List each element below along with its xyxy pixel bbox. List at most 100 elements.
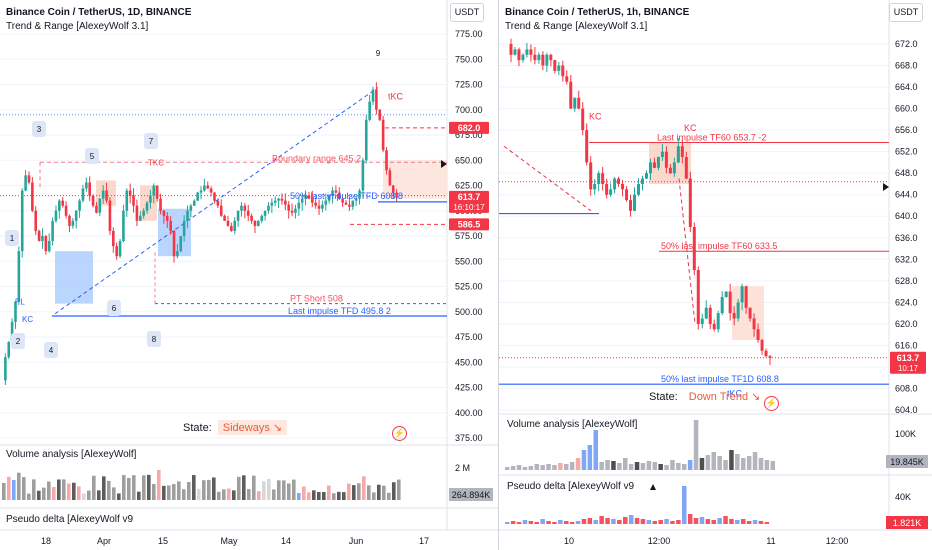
right-candle-body bbox=[513, 49, 517, 55]
right-flash-icon[interactable]: ⚡ bbox=[764, 396, 779, 411]
left-candle-body bbox=[311, 198, 314, 203]
left-volume-bar bbox=[332, 493, 336, 500]
right-delta-bar bbox=[581, 519, 587, 524]
left-candle-body bbox=[327, 195, 331, 201]
right-delta-bar bbox=[599, 516, 604, 524]
left-candle-body bbox=[31, 182, 34, 211]
left-candle-body bbox=[290, 210, 294, 213]
right-delta-bar bbox=[593, 520, 598, 524]
right-price-tick-label: 616.0 bbox=[895, 340, 918, 350]
left-candle-body bbox=[263, 210, 267, 216]
left-candle-body bbox=[250, 215, 253, 221]
right-symbol-title[interactable]: Binance Coin / TetherUS, 1h, BINANCE bbox=[505, 7, 690, 18]
right-candle-body bbox=[744, 286, 748, 308]
right-legend: Binance Coin / TetherUS, 1h, BINANCE Tre… bbox=[505, 6, 689, 34]
left-candle-body bbox=[300, 198, 304, 203]
left-volume-bar bbox=[52, 487, 56, 500]
left-pt-short-label: PT Short 508 bbox=[290, 294, 343, 304]
right-supply-zone bbox=[649, 142, 691, 184]
left-volume-bar bbox=[122, 475, 126, 500]
right-indicator-title[interactable]: Trend & Range [AlexeyWolf 3.1] bbox=[505, 21, 648, 32]
left-symbol-title[interactable]: Binance Coin / TetherUS, 1D, BINANCE bbox=[6, 7, 192, 18]
left-candle-body bbox=[85, 182, 88, 189]
left-volume-bar bbox=[352, 485, 356, 500]
right-delta-bar bbox=[670, 521, 675, 524]
left-volume-title[interactable]: Volume analysis [AlexeyWolf] bbox=[6, 449, 137, 460]
right-volume-bar bbox=[735, 454, 740, 470]
right-time-label: 11 bbox=[766, 536, 775, 546]
left-wave-badge bbox=[11, 333, 25, 349]
right-delta-bar bbox=[558, 520, 563, 524]
left-candle-body bbox=[321, 204, 324, 209]
left-candle-body bbox=[243, 205, 247, 211]
right-delta-title[interactable]: Pseudo delta [AlexeyWolf v9 bbox=[507, 481, 635, 492]
right-chart-canvas[interactable]: 672.0 668.0 664.0 660.0 656.0 652.0 648.0 644.0… bbox=[499, 0, 932, 550]
left-flash-icon[interactable]: ⚡ bbox=[392, 426, 407, 441]
left-price-badge bbox=[449, 190, 489, 213]
left-candle-body bbox=[162, 210, 166, 216]
right-delta-bar bbox=[699, 517, 705, 524]
left-volume-bar bbox=[207, 479, 211, 500]
left-candle-body bbox=[341, 198, 344, 203]
right-candle-body bbox=[581, 108, 585, 131]
left-candle-body bbox=[246, 210, 250, 216]
left-candle-body bbox=[105, 190, 108, 201]
left-time-label: 15 bbox=[158, 536, 168, 546]
left-impulse-diagonal bbox=[54, 87, 379, 315]
right-kc-left-label: KC bbox=[589, 111, 602, 121]
left-volume-bar bbox=[197, 488, 201, 500]
right-delta-bar bbox=[546, 521, 551, 524]
right-delta-bar bbox=[646, 520, 652, 524]
left-volume-bar bbox=[202, 480, 206, 500]
left-volume-bar bbox=[377, 484, 381, 500]
left-chart-canvas[interactable]: 775.00 750.00 725.00 700.00 675.00 650.00 625.… bbox=[0, 0, 498, 550]
right-currency-button[interactable]: USDT bbox=[889, 3, 923, 22]
left-candle-body bbox=[378, 109, 382, 120]
left-wave-label: 9 bbox=[376, 49, 381, 58]
left-volume-bar bbox=[397, 479, 401, 500]
right-candle-body bbox=[648, 162, 652, 174]
right-candle-body bbox=[545, 54, 549, 66]
left-volume-bar bbox=[382, 485, 386, 500]
left-price-tick-label: 550.00 bbox=[455, 256, 483, 266]
right-candle-body bbox=[517, 49, 521, 61]
left-chart-panel[interactable]: 775.00 750.00 725.00 700.00 675.00 650.00 625.… bbox=[0, 0, 499, 550]
right-volume-bar bbox=[723, 460, 728, 470]
right-volume-title[interactable]: Volume analysis [AlexeyWolf] bbox=[507, 419, 638, 430]
left-wave-badge bbox=[107, 300, 121, 316]
left-price-badge-label: 682.0 bbox=[458, 123, 481, 133]
right-chart-panel[interactable]: 672.0 668.0 664.0 660.0 656.0 652.0 648.0 644.0… bbox=[499, 0, 932, 550]
left-volume-bar bbox=[162, 485, 166, 500]
left-volume-bar bbox=[62, 479, 66, 500]
right-candle-body bbox=[752, 318, 756, 330]
left-price-tick-label: 650.00 bbox=[455, 155, 483, 165]
right-diagonal bbox=[503, 145, 592, 212]
right-delta-bar bbox=[617, 520, 622, 524]
left-currency-button[interactable]: USDT bbox=[450, 3, 484, 22]
left-volume-bar bbox=[247, 489, 251, 500]
right-volume-bar bbox=[564, 464, 569, 470]
left-candle-body bbox=[24, 175, 27, 191]
right-candle-body bbox=[700, 318, 704, 324]
left-candle-body bbox=[68, 215, 71, 226]
right-delta-bar bbox=[516, 522, 522, 524]
left-wave-badge bbox=[144, 133, 158, 149]
left-candle-body bbox=[47, 241, 51, 252]
right-volume-bar bbox=[516, 465, 522, 470]
left-delta-title[interactable]: Pseudo delta [AlexeyWolf v9 bbox=[6, 514, 134, 525]
right-last-impulse-label: Last impulse TF60 653.7 -2 bbox=[657, 132, 766, 142]
left-time-label: 17 bbox=[419, 536, 429, 546]
right-volume-bar bbox=[664, 465, 669, 470]
left-indicator-title[interactable]: Trend & Range [AlexeyWolf 3.1] bbox=[6, 21, 149, 32]
left-candle-body bbox=[334, 190, 338, 193]
right-candle-body bbox=[617, 178, 621, 184]
left-time-label: Apr bbox=[97, 536, 111, 546]
left-volume-bar bbox=[287, 483, 291, 500]
left-price-tick-label: 700.00 bbox=[455, 105, 483, 115]
right-delta-tick: 40K bbox=[895, 492, 911, 502]
left-candle-body bbox=[54, 210, 58, 221]
right-candle-body bbox=[537, 54, 541, 61]
left-candle-body bbox=[337, 192, 341, 199]
left-volume-bar bbox=[117, 493, 121, 500]
right-candle-body bbox=[652, 162, 656, 168]
